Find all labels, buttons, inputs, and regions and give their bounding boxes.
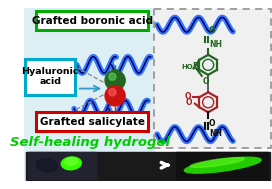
Ellipse shape [61, 157, 81, 170]
Circle shape [105, 86, 125, 106]
Text: O: O [185, 92, 191, 101]
Text: O: O [209, 26, 215, 35]
FancyBboxPatch shape [25, 59, 75, 94]
Ellipse shape [190, 157, 244, 167]
Text: Grafted boronic acid: Grafted boronic acid [32, 16, 153, 26]
Text: Hyaluronic
acid: Hyaluronic acid [21, 67, 79, 86]
Text: HO: HO [182, 64, 193, 70]
FancyBboxPatch shape [36, 112, 149, 131]
Text: O: O [203, 77, 209, 86]
Text: O: O [209, 119, 215, 128]
Ellipse shape [184, 157, 261, 173]
Bar [24, 8, 154, 181]
Text: Self-healing hydrogel: Self-healing hydrogel [10, 136, 169, 149]
Text: NH: NH [209, 129, 222, 138]
Circle shape [109, 89, 116, 96]
Bar [176, 152, 268, 179]
Bar [154, 9, 271, 148]
Text: NH: NH [209, 40, 222, 49]
Ellipse shape [65, 158, 78, 165]
Text: B: B [193, 62, 199, 71]
Bar [27, 152, 96, 179]
Text: O: O [186, 98, 192, 107]
FancyBboxPatch shape [36, 11, 149, 30]
Circle shape [109, 73, 116, 80]
Text: Grafted salicylate: Grafted salicylate [40, 117, 145, 127]
Circle shape [105, 70, 125, 90]
Ellipse shape [36, 159, 57, 172]
Bar [26, 152, 270, 180]
Bar [154, 9, 271, 148]
